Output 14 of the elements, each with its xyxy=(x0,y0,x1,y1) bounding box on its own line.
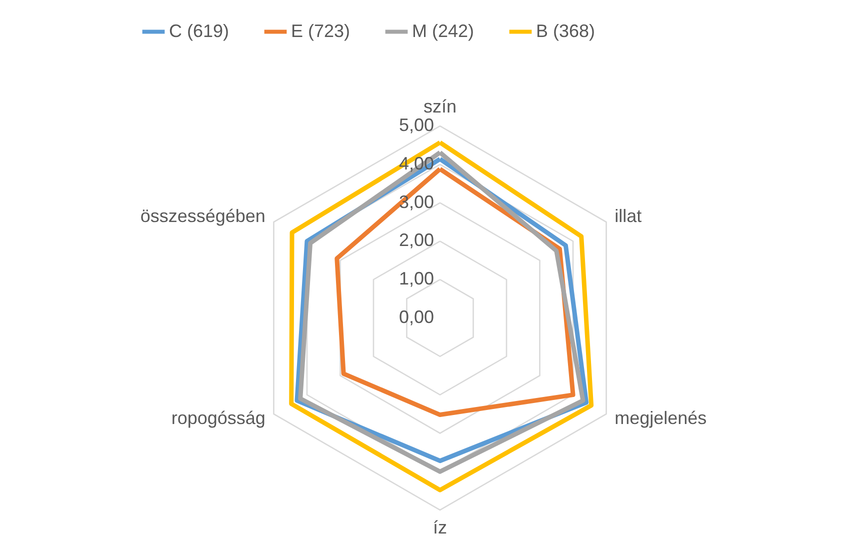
y-tick-label: 2,00 xyxy=(398,230,434,250)
y-tick-label: 5,00 xyxy=(398,115,434,135)
spoke-label: megjelenés xyxy=(614,408,707,428)
spoke-label: összességében xyxy=(140,206,266,226)
legend-label: C (619) xyxy=(169,20,230,41)
legend-label: M (242) xyxy=(412,20,474,41)
spoke-label: illat xyxy=(614,206,642,226)
legend-label: B (368) xyxy=(536,20,596,41)
spoke-label: szín xyxy=(423,96,457,116)
spoke-label: íz xyxy=(432,518,448,538)
legend-label: E (723) xyxy=(291,20,350,41)
spoke-label: ropogósság xyxy=(171,408,266,428)
y-tick-label: 1,00 xyxy=(398,268,434,289)
y-tick-label: 0,00 xyxy=(398,307,434,327)
